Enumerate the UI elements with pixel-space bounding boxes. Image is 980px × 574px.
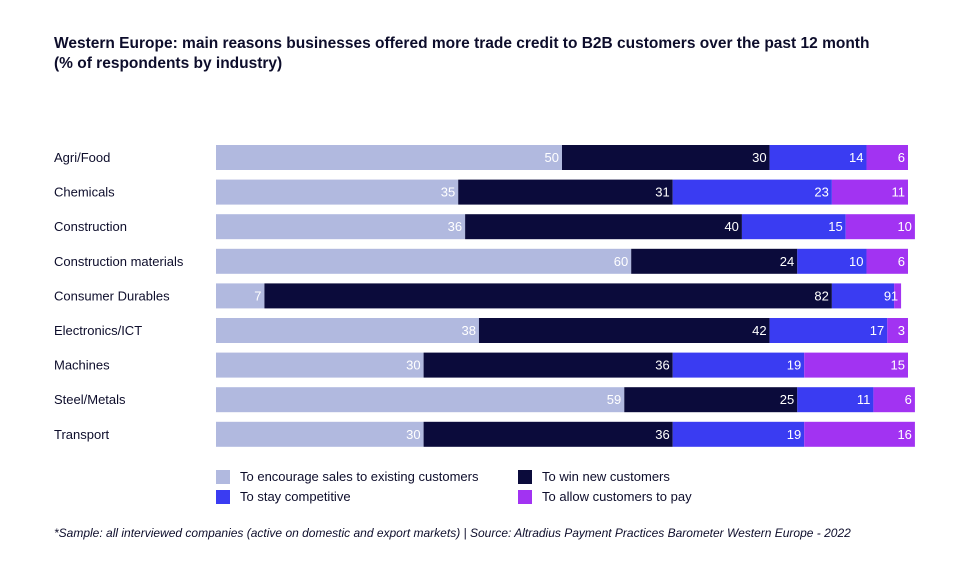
bar-segment-consumer-durables-to-encourage-sales-to-existing-customers [216,283,265,309]
data-label-transport-to-stay-competitive: 19 [787,427,801,442]
category-label-machines: Machines [54,358,110,373]
chart-title-line2: (% of respondents by industry) [54,55,283,72]
legend-item-encourage-sales: To encourage sales to existing customers [216,469,478,484]
chart-title-line1: Western Europe: main reasons businesses … [54,35,870,52]
data-label-transport-to-allow-customers-to-pay: 16 [897,427,911,442]
bar-segment-transport-to-stay-competitive [672,421,805,447]
data-label-agri-food-to-stay-competitive: 14 [849,150,863,165]
data-label-consumer-durables-to-encourage-sales-to-existing-customers: 7 [254,288,261,303]
bar-segment-chemicals-to-win-new-customers [458,179,673,205]
data-label-construction-to-win-new-customers: 40 [724,219,738,234]
bar-segment-machines-to-win-new-customers [423,352,673,378]
bar-segment-construction-materials-to-encourage-sales-to-existing-customers [216,248,632,274]
bar-segment-transport-to-encourage-sales-to-existing-customers [216,421,424,447]
bar-segment-consumer-durables-to-stay-competitive [831,283,895,309]
bar-segment-chemicals-to-stay-competitive [672,179,832,205]
bar-segment-agri-food-to-stay-competitive [769,145,867,170]
data-label-transport-to-win-new-customers: 36 [655,427,669,442]
bar-segment-agri-food-to-encourage-sales-to-existing-customers [216,145,562,170]
bar-segment-transport-to-allow-customers-to-pay [804,421,915,447]
bar-segment-steel-metals-to-encourage-sales-to-existing-customers [216,387,625,413]
chart-title: Western Europe: main reasons businesses … [54,34,934,74]
category-label-construction: Construction [54,219,127,234]
bar-segment-steel-metals-to-allow-customers-to-pay [873,387,915,413]
data-label-chemicals-to-encourage-sales-to-existing-customers: 35 [441,185,455,200]
data-label-consumer-durables-to-stay-competitive: 9 [884,288,891,303]
legend-item-allow-customers-to-pay: To allow customers to pay [518,489,692,504]
category-label-consumer-durables: Consumer Durables [54,288,170,303]
data-label-construction-materials-to-encourage-sales-to-existing-customers: 60 [614,254,628,269]
legend-item-stay-competitive: To stay competitive [216,489,351,504]
bar-segment-transport-to-win-new-customers [423,421,673,447]
data-label-chemicals-to-win-new-customers: 31 [655,185,669,200]
category-label-transport: Transport [54,427,110,442]
bar-segment-consumer-durables-to-allow-customers-to-pay [894,283,902,309]
bar-segment-construction-materials-to-allow-customers-to-pay [866,248,908,274]
bar-segment-electronics-ict-to-win-new-customers [478,318,770,343]
category-label-agri-food: Agri/Food [54,150,110,165]
data-label-construction-materials-to-win-new-customers: 24 [780,254,794,269]
data-label-chemicals-to-stay-competitive: 23 [814,185,828,200]
legend-label-win-new-customers: To win new customers [542,469,670,484]
data-label-steel-metals-to-win-new-customers: 25 [780,392,794,407]
data-label-electronics-ict-to-allow-customers-to-pay: 3 [898,323,905,338]
bar-segment-steel-metals-to-win-new-customers [624,387,798,413]
data-label-construction-to-stay-competitive: 15 [828,219,842,234]
legend-swatch-encourage-sales [216,469,230,484]
data-label-construction-to-encourage-sales-to-existing-customers: 36 [448,219,462,234]
legend-label-stay-competitive: To stay competitive [240,489,351,504]
data-label-construction-materials-to-allow-customers-to-pay: 6 [898,254,905,269]
data-label-steel-metals-to-encourage-sales-to-existing-customers: 59 [607,392,621,407]
bar-segment-machines-to-encourage-sales-to-existing-customers [216,352,424,378]
data-label-construction-to-allow-customers-to-pay: 10 [897,219,911,234]
legend-swatch-stay-competitive [216,489,230,504]
bar-segment-consumer-durables-to-win-new-customers [264,283,832,309]
bar-segment-construction-to-stay-competitive [741,214,846,240]
data-label-transport-to-encourage-sales-to-existing-customers: 30 [406,427,420,442]
category-label-electronics-ict: Electronics/ICT [54,323,142,338]
data-label-machines-to-allow-customers-to-pay: 15 [891,358,905,373]
data-label-electronics-ict-to-stay-competitive: 17 [870,323,884,338]
bar-segment-construction-to-win-new-customers [465,214,742,240]
data-label-steel-metals-to-allow-customers-to-pay: 6 [905,392,912,407]
legend-swatch-allow-customers-to-pay [518,489,532,504]
data-label-steel-metals-to-stay-competitive: 11 [857,392,871,407]
footnote: *Sample: all interviewed companies (acti… [54,526,851,540]
data-label-machines-to-stay-competitive: 19 [787,358,801,373]
bar-segment-machines-to-allow-customers-to-pay [804,352,908,378]
bar-segment-construction-materials-to-win-new-customers [631,248,798,274]
bar-segment-construction-to-allow-customers-to-pay [845,214,915,240]
data-label-agri-food-to-encourage-sales-to-existing-customers: 50 [545,150,559,165]
data-label-chemicals-to-allow-customers-to-pay: 11 [892,185,906,200]
data-label-machines-to-win-new-customers: 36 [655,358,669,373]
bar-segment-construction-to-encourage-sales-to-existing-customers [216,214,466,240]
category-label-steel-metals: Steel/Metals [54,392,126,407]
bar-segment-electronics-ict-to-allow-customers-to-pay [887,318,908,343]
legend-label-encourage-sales: To encourage sales to existing customers [240,469,479,484]
bar-segment-chemicals-to-allow-customers-to-pay [831,179,908,205]
bar-segment-electronics-ict-to-stay-competitive [769,318,888,343]
data-label-construction-materials-to-stay-competitive: 10 [849,254,863,269]
bar-segment-machines-to-stay-competitive [672,352,805,378]
data-label-agri-food-to-allow-customers-to-pay: 6 [898,150,905,165]
bar-segment-agri-food-to-win-new-customers [562,145,770,170]
data-label-electronics-ict-to-encourage-sales-to-existing-customers: 38 [461,323,475,338]
category-label-chemicals: Chemicals [54,185,115,200]
data-label-machines-to-encourage-sales-to-existing-customers: 30 [406,358,420,373]
bar-segment-agri-food-to-allow-customers-to-pay [866,145,908,170]
bar-segment-electronics-ict-to-encourage-sales-to-existing-customers [216,318,479,343]
legend-item-win-new-customers: To win new customers [518,469,670,484]
bar-segment-chemicals-to-encourage-sales-to-existing-customers [216,179,459,205]
data-label-consumer-durables-to-allow-customers-to-pay: 1 [891,288,898,303]
data-label-agri-food-to-win-new-customers: 30 [752,150,766,165]
data-label-consumer-durables-to-win-new-customers: 82 [814,288,828,303]
bar-segment-steel-metals-to-stay-competitive [797,387,874,413]
category-label-construction-materials: Construction materials [54,254,184,269]
data-label-electronics-ict-to-win-new-customers: 42 [752,323,766,338]
legend-label-allow-customers-to-pay: To allow customers to pay [542,489,692,504]
legend-swatch-win-new-customers [518,469,532,484]
bar-segment-construction-materials-to-stay-competitive [797,248,867,274]
